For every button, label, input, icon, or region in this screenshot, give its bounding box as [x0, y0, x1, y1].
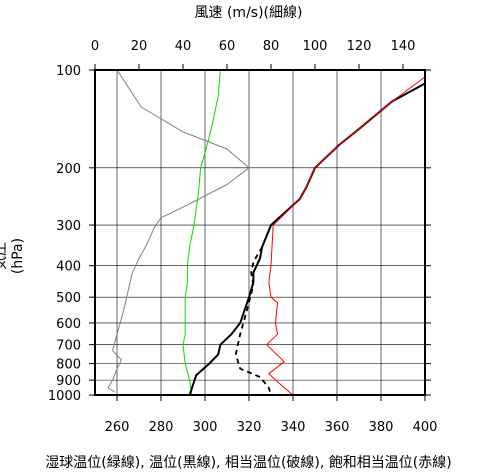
- series-line-1: [182, 69, 221, 396]
- x-bottom-tick-label: 380: [369, 420, 394, 435]
- series-line-2: [188, 82, 426, 396]
- plot-frame: [94, 69, 426, 396]
- x-bottom-tick-label: 340: [281, 420, 306, 435]
- x-top-tick-label: 60: [219, 39, 236, 54]
- y-tick-label: 200: [56, 162, 81, 177]
- x-top-tick-label: 120: [347, 39, 372, 54]
- y-tick-label: 300: [56, 219, 81, 234]
- y-tick-label: 600: [56, 317, 81, 332]
- y-tick-label: 400: [56, 260, 81, 275]
- y-tick-label: 500: [56, 291, 81, 306]
- x-top-tick-label: 20: [131, 39, 148, 54]
- x-bottom-tick-label: 280: [149, 420, 174, 435]
- y-tick-label: 100: [56, 64, 81, 79]
- series-line-0: [107, 69, 250, 393]
- series-line-4: [266, 76, 426, 396]
- x-top-tick-label: 140: [391, 39, 416, 54]
- y-tick-label: 1000: [48, 389, 81, 404]
- top-axis-title: 風速 (m/s)(細線): [194, 5, 303, 21]
- x-bottom-tick-label: 360: [325, 420, 350, 435]
- x-bottom-tick-label: 400: [413, 420, 438, 435]
- bottom-axis-title: 湿球温位(緑線), 温位(黒線), 相当温位(破線), 飽和相当温位(赤線): [45, 455, 452, 471]
- y-tick-label: 700: [56, 339, 81, 354]
- x-bottom-tick-label: 260: [105, 420, 130, 435]
- x-top-tick-label: 40: [175, 39, 192, 54]
- x-top-tick-label: 80: [263, 39, 280, 54]
- x-bottom-tick-label: 300: [193, 420, 218, 435]
- y-tick-label: 900: [56, 374, 81, 389]
- x-top-tick-label: 100: [303, 39, 328, 54]
- x-bottom-tick-label: 320: [237, 420, 262, 435]
- y-tick-label: 800: [56, 358, 81, 373]
- x-top-tick-label: 0: [91, 39, 99, 54]
- series-line-3: [234, 246, 272, 396]
